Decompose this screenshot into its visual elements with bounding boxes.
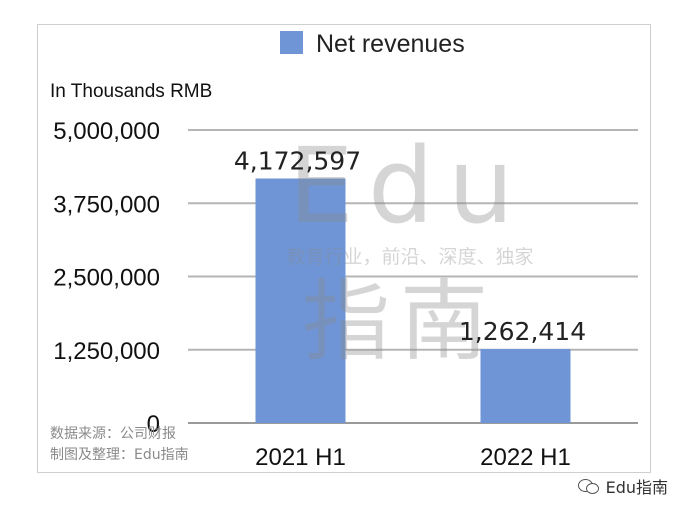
watermark-edu: Edu [288,125,528,247]
source-note-line2: 制图及整理：Edu指南 [50,447,189,463]
watermark-slogan: 教育行业，前沿、深度、独家 [286,246,533,268]
legend-label: Net revenues [316,30,465,58]
watermark-zhinan: 指南 [302,270,498,373]
x-tick-label: 2021 H1 [255,444,346,471]
y-tick-label: 0 [147,411,160,438]
bar [480,349,571,423]
footer-label: Edu指南 [605,478,668,497]
y-tick-label: 3,750,000 [53,191,160,218]
legend-swatch [280,31,303,54]
y-tick-label: 2,500,000 [53,265,160,292]
source-note-line1: 数据来源：公司财报 [50,426,176,442]
x-tick-label: 2022 H1 [480,444,571,471]
data-label: 4,172,597 [234,146,361,175]
y-axis-label: In Thousands RMB [50,81,212,102]
footer-brand: Edu指南 [577,474,668,498]
legend: Net revenues [280,30,465,58]
data-label: 1,262,414 [459,317,586,346]
bar [255,178,346,423]
y-tick-label: 1,250,000 [53,338,160,365]
wechat-icon [577,477,600,495]
y-tick-label: 5,000,000 [53,118,160,145]
